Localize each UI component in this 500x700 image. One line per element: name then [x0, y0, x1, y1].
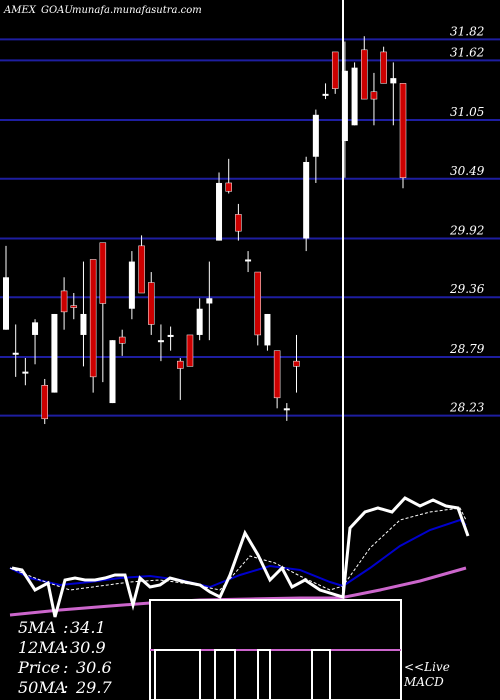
price-level-label: 29.36 [449, 282, 485, 296]
candle-body [225, 182, 232, 192]
ma5-separator: : [63, 618, 68, 637]
ma50-separator: : [63, 678, 68, 697]
candle-body [89, 259, 97, 378]
candle-body [312, 114, 319, 157]
price-level-label: 31.82 [450, 24, 484, 38]
ma12-value: 30.9 [70, 638, 106, 657]
candle-body [264, 313, 271, 346]
candle-body [186, 334, 194, 367]
candle-body [12, 352, 19, 355]
price-level-label: 30.49 [450, 164, 485, 178]
candle-body [370, 91, 378, 100]
ma50-label: 50MA [18, 678, 66, 697]
macd-title: MACD [403, 675, 444, 689]
candle-body [235, 214, 242, 232]
candle-body [293, 360, 300, 367]
ma5-label: 5MA [18, 618, 56, 637]
candle-body [118, 336, 126, 344]
price-level-lines [0, 38, 500, 417]
macd-box [149, 599, 402, 700]
price-level-label: 31.62 [450, 45, 484, 59]
candle-body [273, 350, 281, 399]
price-level-label: 29.92 [449, 224, 484, 238]
candle-body [99, 242, 107, 304]
exchange-label: AMEX [3, 5, 37, 16]
candle-body [138, 245, 145, 294]
ma-signal-line [9, 518, 467, 589]
candle-body [70, 305, 78, 308]
price-level-label: 28.79 [449, 342, 485, 356]
ma5-value: 34.1 [70, 618, 106, 637]
candle-body [147, 282, 155, 325]
macd-square-wave [154, 649, 331, 700]
candle-body [80, 313, 87, 335]
ma50-value: 29.7 [75, 678, 112, 697]
candle-body [254, 271, 262, 336]
candle-body [351, 67, 358, 126]
price-separator: : [63, 658, 68, 677]
candle-body [399, 83, 407, 178]
candlesticks [3, 36, 407, 425]
ma12-label: 12MA [18, 638, 66, 657]
candle-body [196, 308, 203, 335]
candle-body [390, 78, 397, 84]
candle-body [303, 161, 310, 239]
macd-live-label: <<Live [404, 660, 450, 674]
candle-body [32, 322, 39, 335]
ma-fast-line [11, 496, 470, 618]
candle-body [167, 334, 174, 337]
candle-body [157, 340, 164, 343]
candle-body [361, 49, 368, 100]
candle-body [322, 93, 329, 96]
candle-body [51, 313, 58, 393]
price-value: 30.6 [76, 658, 112, 677]
chart-header: AMEX GOAU munafa.munafasutra.com [3, 5, 202, 16]
candle-body [60, 290, 68, 313]
candle-body [41, 385, 48, 420]
candle-body [128, 261, 135, 309]
price-label: Price [17, 658, 60, 677]
candle-body [283, 408, 290, 411]
site-label: munafa.munafasutra.com [72, 5, 202, 16]
candle-body [216, 182, 223, 241]
candle-body [3, 277, 9, 330]
price-level-label: 28.23 [449, 401, 485, 415]
candle-body [177, 360, 184, 369]
price-level-labels: 31.82 31.62 31.05 30.49 29.92 29.36 28.79 28.23 [449, 24, 485, 414]
candle-body [22, 371, 29, 374]
symbol-label: GOAU [41, 5, 73, 16]
candle-body [109, 340, 116, 404]
candle-body [245, 259, 252, 262]
price-level-label: 31.05 [450, 105, 484, 119]
candle-body [206, 298, 213, 304]
candle-body [380, 51, 387, 84]
indicator-legend: 5MA : 34.1 12MA : 30.9 Price : 30.6 50MA… [17, 618, 450, 697]
candle-body [331, 51, 339, 89]
candle-body [341, 70, 348, 142]
ma12-separator: : [63, 638, 68, 657]
